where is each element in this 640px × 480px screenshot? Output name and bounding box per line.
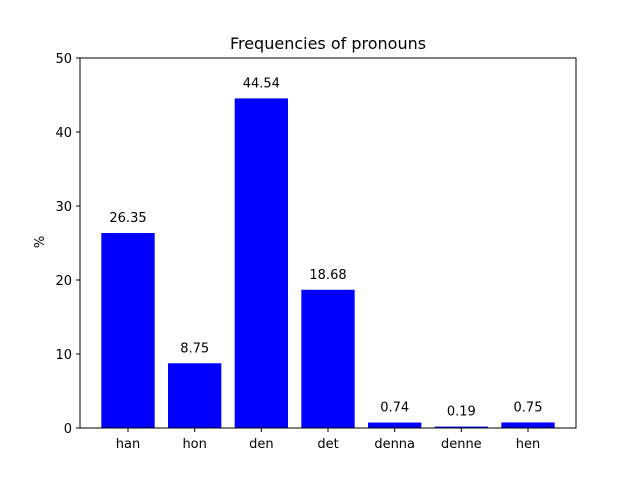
data-label-hen: 0.75 bbox=[514, 400, 543, 415]
bar-group bbox=[101, 98, 555, 429]
y-tick-label: 40 bbox=[55, 126, 72, 141]
data-label-hon: 8.75 bbox=[180, 341, 209, 356]
x-tick-label: denne bbox=[441, 437, 482, 452]
y-tick-label: 0 bbox=[64, 422, 72, 437]
y-tick-label: 20 bbox=[55, 274, 72, 289]
y-axis-label: % bbox=[33, 236, 48, 248]
x-tick-label: denna bbox=[374, 437, 415, 452]
bar-han bbox=[101, 233, 155, 428]
data-label-denna: 0.74 bbox=[380, 401, 409, 416]
y-tick-label: 30 bbox=[55, 200, 72, 215]
data-label-det: 18.68 bbox=[309, 268, 346, 283]
x-tick-label: han bbox=[116, 437, 140, 452]
bar-hen bbox=[501, 422, 555, 428]
y-tick-label: 50 bbox=[55, 52, 72, 67]
bar-denne bbox=[434, 426, 488, 428]
y-axis: 0 10 20 30 40 50 bbox=[55, 52, 80, 437]
x-tick-label: den bbox=[249, 437, 274, 452]
chart-title: Frequencies of pronouns bbox=[230, 34, 426, 53]
x-tick-label: hen bbox=[516, 437, 540, 452]
bar-det bbox=[301, 289, 355, 428]
x-tick-label: hon bbox=[182, 437, 206, 452]
x-axis: han hon den det denna denne hen bbox=[116, 428, 540, 452]
x-tick-label: det bbox=[317, 437, 338, 452]
y-tick-label: 10 bbox=[55, 348, 72, 363]
bar-den bbox=[234, 98, 288, 429]
bar-denna bbox=[368, 422, 422, 428]
bar-hon bbox=[168, 363, 222, 428]
data-label-denne: 0.19 bbox=[447, 405, 476, 420]
plot-frame bbox=[79, 57, 577, 429]
data-label-group: 26.35 8.75 44.54 18.68 0.74 0.19 0.75 bbox=[109, 76, 542, 419]
data-label-den: 44.54 bbox=[243, 76, 280, 91]
data-label-han: 26.35 bbox=[109, 211, 146, 226]
